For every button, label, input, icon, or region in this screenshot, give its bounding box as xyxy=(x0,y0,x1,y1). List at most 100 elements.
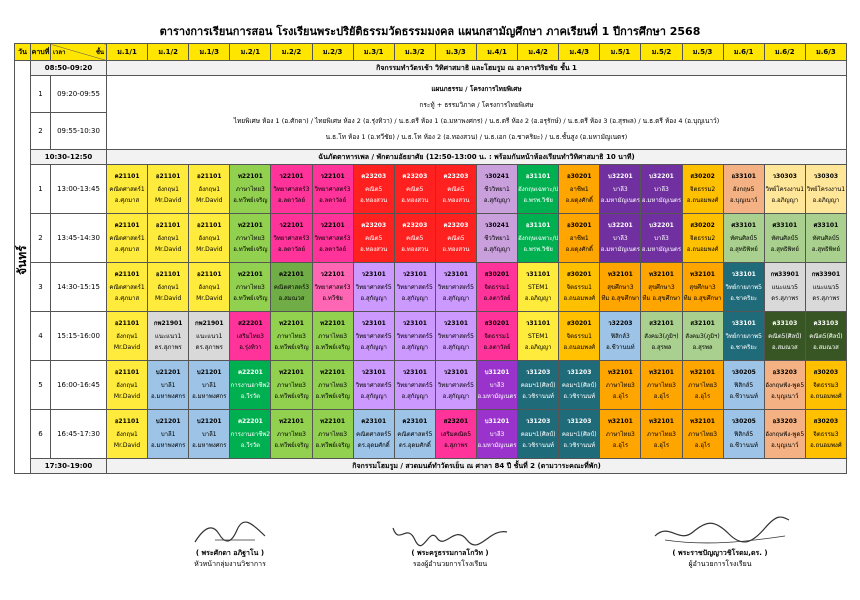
teacher-name: อ.อภิญญา xyxy=(524,344,552,351)
class-cell: กพ33901 แนะแนว5 ดร.สุภาพร xyxy=(804,262,848,312)
teacher-name: อ.พรพ.วิชัย xyxy=(523,197,553,204)
subject-code: ส30201 xyxy=(566,320,592,327)
subject-code: ว31203 xyxy=(526,369,551,376)
evening-row: 17:30-19:00 กิจกรรมโฮมรูม / สวดมนต์ทำวัตร… xyxy=(15,458,847,474)
teacher-name: อ.มหามัญเนตร xyxy=(600,246,640,253)
class-header: ม.2/2 xyxy=(270,43,313,61)
teacher-name: อ.ศุภมาส xyxy=(114,246,140,253)
subject-name: ชีววิทยา1 xyxy=(484,235,510,242)
subject-name: ภาษาไทย3 xyxy=(605,431,635,438)
class-cell: ว31203 คอมฯ1(ศิลป์) อ.วชิรานนท์ xyxy=(517,360,560,410)
class-header: ม.3/3 xyxy=(434,43,477,61)
homeroom-line: ไทยพิเศษ ห้อง 1 (อ.ศักดา) / ไทยพิเศษ ห้อ… xyxy=(233,116,720,125)
subject-code: อ21101 xyxy=(155,173,181,180)
teacher-name: ดร.อุดมศักดิ์ xyxy=(357,442,390,449)
header-time: เวลา xyxy=(53,49,66,56)
period-time: 16:45-17:30 xyxy=(50,409,107,459)
class-cell: ส32101 สังคม3(ภูมิฯ) อ.สุรพล xyxy=(640,311,683,361)
teacher-name: อ.สุกัญญา xyxy=(442,344,470,351)
period-row: 5 16:00-16:45 อ21101 อังกฤษ1 Mr.David บ21201 บ… xyxy=(15,360,848,410)
morning-activity: กิจกรรมทำวัตรเช้า วิทิศาสมาธิ และโฮมรูม … xyxy=(106,60,847,76)
subject-code: อ21101 xyxy=(114,320,140,327)
day-cell: จันทร์ xyxy=(14,60,31,474)
teacher-name: อ.วีรวัต xyxy=(240,393,261,400)
subject-code: ส30201 xyxy=(484,320,510,327)
signature-director-icon xyxy=(654,516,790,544)
subject-name: บาลี3 xyxy=(489,431,505,438)
subject-code: บ21201 xyxy=(196,418,222,425)
subject-code: ค33103 xyxy=(772,320,798,327)
subject-name: วิทยาศาสตร์3 xyxy=(273,235,310,242)
class-cell: ค23203 คณิต5 อ.ทองสวน xyxy=(434,213,477,263)
class-cell: ค23203 คณิต5 อ.ทองสวน xyxy=(393,164,436,214)
subject-code: ส30201 xyxy=(484,271,510,278)
teacher-name: Mr.David xyxy=(113,344,141,351)
teacher-name: อ.ศุภมาส xyxy=(114,295,140,302)
teacher-name: อ.ถนอมพงศ์ xyxy=(686,197,719,204)
subject-name: STEM1 xyxy=(528,284,549,291)
subject-code: ค23203 xyxy=(402,222,428,229)
teacher-name: Mr.David xyxy=(196,197,223,204)
subject-code: อ33101 xyxy=(731,173,756,180)
subject-name: อังกฤษ1 xyxy=(198,284,221,291)
class-cell: ค23203 คณิต5 อ.ทองสวน xyxy=(352,164,395,214)
teacher-name: Mr.David xyxy=(113,393,141,400)
class-cell: ท22101 ภาษาไทย3 อ.ทวีพย์เจริญ xyxy=(229,213,272,263)
class-header: ม.3/1 xyxy=(352,43,395,61)
subject-code: ว30241 xyxy=(484,173,510,180)
teacher-name: อ.สุกัญญา xyxy=(442,295,470,302)
teacher-name: อ.สมณวส xyxy=(278,295,305,302)
class-cell: ส30201 จิตธรรม1 อ.ถนอมพงศ์ xyxy=(558,311,601,361)
class-cell: บ21201 บาลี1 อ.มหาพงศกร xyxy=(188,360,231,410)
class-cell: ท32101 สุขศึกษา3 ทีม อ.สุขศึกษา xyxy=(681,262,724,312)
teacher-name: อ.ถนอมพงศ์ xyxy=(810,442,842,449)
teacher-name: อ.สุกัญญา xyxy=(401,344,429,351)
page-title: ตารางการเรียนการสอน โรงเรียนพระปริยัติธร… xyxy=(159,25,701,38)
homeroom-line: น.ธ.โท ห้อง 1 (อ.ทวีชัย) / น.ธ.โท ห้อง 2… xyxy=(325,132,628,141)
subject-code: ว23101 xyxy=(402,369,427,376)
subject-name: ภาษาไทย3 xyxy=(318,382,348,389)
teacher-name: Mr.David xyxy=(155,197,182,204)
subject-code: อ30201 xyxy=(567,222,592,229)
class-header: ม.1/1 xyxy=(105,43,149,61)
subject-name: ทัศนศิลป์5 xyxy=(730,235,758,242)
teacher-name: อ.อภิญญา xyxy=(812,197,840,204)
teacher-name: อ.อภิญญา xyxy=(524,295,552,302)
class-cell: ท32101 ภาษาไทย3 อ.อุไร xyxy=(599,360,642,410)
subject-name: คณิต5(ศิลป์) xyxy=(809,333,843,340)
subject-name: ภาษาไทย3 xyxy=(277,333,306,340)
teacher-name: อ.มหาพงศกร xyxy=(150,442,186,449)
teacher-name: อ.ชาคริยะ xyxy=(730,344,758,351)
subject-code: ว23101 xyxy=(402,271,427,278)
class-cell: อ21101 อังกฤษ1 Mr.David xyxy=(188,213,231,263)
class-cell: ว32203 ฟิสิกส์3 อ.ชีวานนท์ xyxy=(599,311,642,361)
teacher-name: อ.ทองสวน xyxy=(401,246,429,253)
subject-code: ว23101 xyxy=(361,369,386,376)
class-header: ม.5/2 xyxy=(640,43,683,61)
subject-name: ภาษาไทย3 xyxy=(277,382,306,389)
subject-code: อ31101 xyxy=(525,222,551,229)
subject-code: ท32101 xyxy=(649,271,674,278)
class-cell: ว23101 วิทยาศาสตร์5 อ.สุกัญญา xyxy=(352,262,395,312)
teacher-name: อ.ลตาวัลย์ xyxy=(483,295,511,302)
subject-name: คณิต5 xyxy=(447,235,465,242)
teacher-name: ทีม อ.สุขศึกษา xyxy=(642,295,681,302)
subject-code: ท22101 xyxy=(320,369,346,376)
class-cell: ส30201 จิตธรรม1 อ.ลตาวัลย์ xyxy=(475,262,519,312)
class-cell: กพ21901 แนะแนว1 ดร.สุภาพร xyxy=(188,311,231,361)
class-cell: ส23201 เสริมคณิต5 อ.สุภาพร xyxy=(434,409,477,459)
subject-code: ว23101 xyxy=(361,271,386,278)
subject-name: อังกฤษ1 xyxy=(116,382,138,389)
subject-name: อังกฤษฟัง-พูด5 xyxy=(765,431,805,438)
teacher-name: อ.สุกัญญา xyxy=(360,393,387,400)
class-cell: อ21101 อังกฤษ1 Mr.David xyxy=(147,213,190,263)
subject-name: คณิตศาสตร์1 xyxy=(109,235,145,242)
subject-name: วิทยาศาสตร์5 xyxy=(437,382,474,389)
teacher-name: อ.ชาคริยะ xyxy=(730,295,758,302)
teacher-name: อ.ทวีพย์เจริญ xyxy=(315,393,350,400)
class-cell: ค22201 การงานอาชีพ2 อ.วีรวัต xyxy=(229,360,272,410)
subject-name: สุขศึกษา3 xyxy=(689,284,716,291)
class-cell: ว22101 วิทยาศาสตร์3 อ.ลตาวัลย์ xyxy=(311,213,354,263)
teacher-name: อ.มหาพงศกร xyxy=(150,393,186,400)
homeroom-block: แผนกธรรม / โครงการไทยพิเศษ กระทู้ + ธรรมว… xyxy=(106,75,847,150)
